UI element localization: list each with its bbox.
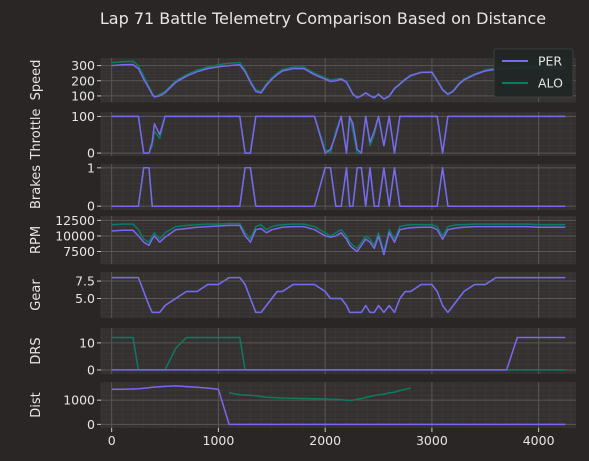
- y-tick-label: 12500: [55, 213, 95, 228]
- y-tick-label: 0: [87, 362, 95, 377]
- chart-title: Lap 71 Battle Telemetry Comparison Based…: [100, 9, 546, 28]
- panel-background: [101, 164, 576, 210]
- x-tick-label: 2000: [309, 433, 341, 448]
- legend: PER ALO: [494, 49, 573, 97]
- y-tick-label: 300: [71, 58, 95, 73]
- panel-background: [101, 328, 576, 374]
- y-tick-label: 100: [71, 109, 95, 124]
- x-tick-label: 1000: [203, 433, 235, 448]
- x-tick-label: 0: [108, 433, 116, 448]
- y-tick-label: 1: [87, 160, 95, 175]
- y-tick-label: 0: [87, 199, 95, 214]
- y-axis-label: Speed: [29, 60, 44, 101]
- x-tick-label: 3000: [416, 433, 448, 448]
- y-tick-label: 5.0: [75, 291, 95, 306]
- y-tick-label: 0: [87, 417, 95, 432]
- panel-throttle: 0 100 Throttle: [29, 109, 576, 161]
- y-tick-label: 0: [87, 146, 95, 161]
- y-axis-label: Brakes: [29, 165, 44, 209]
- legend-label-alo: ALO: [538, 76, 563, 91]
- x-tick-label: 4000: [523, 433, 555, 448]
- y-axis-label: Dist: [29, 392, 44, 418]
- panel-brakes: 0 1 Brakes: [29, 160, 576, 213]
- y-axis-label: RPM: [29, 226, 44, 254]
- y-axis-label: DRS: [29, 337, 44, 364]
- y-tick-label: 200: [71, 73, 95, 88]
- panel-drs: 0 10 DRS: [29, 328, 576, 377]
- y-tick-label: 7.5: [75, 274, 95, 289]
- y-axis-label: Gear: [29, 279, 44, 311]
- y-tick-label: 10000: [55, 228, 95, 243]
- legend-label-per: PER: [538, 54, 562, 69]
- y-tick-label: 10: [79, 335, 95, 350]
- y-tick-label: 1000: [63, 393, 95, 408]
- y-tick-label: 100: [71, 88, 95, 103]
- panel-background: [101, 112, 576, 156]
- panel-dist: 0 1000 Dist: [29, 382, 576, 432]
- y-tick-label: 7500: [63, 244, 95, 259]
- panel-gear: 5.0 7.5 Gear: [29, 272, 576, 318]
- y-axis-label: Throttle: [29, 109, 44, 161]
